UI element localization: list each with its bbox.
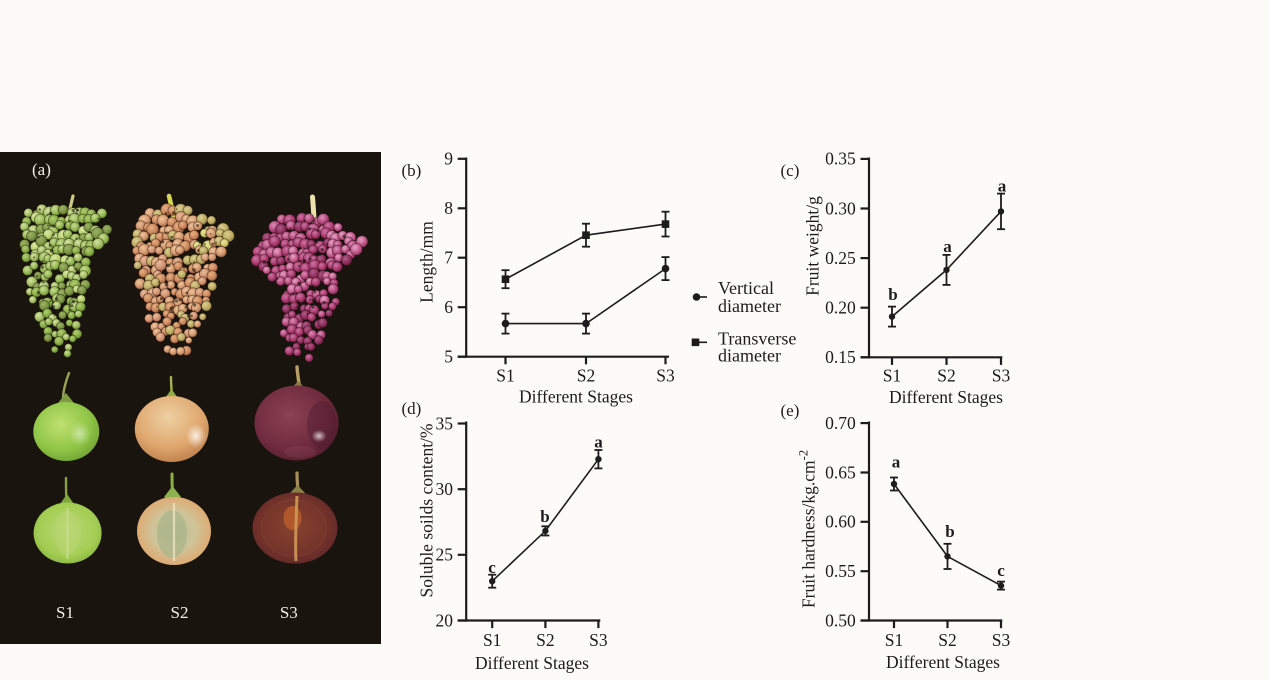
svg-text:20: 20 xyxy=(436,610,454,630)
svg-text:(a): (a) xyxy=(32,160,51,179)
svg-text:5: 5 xyxy=(444,347,453,367)
svg-text:S2: S2 xyxy=(577,366,595,386)
svg-text:Soluble soilds content/%: Soluble soilds content/% xyxy=(417,423,437,597)
svg-text:diameter: diameter xyxy=(718,296,781,316)
svg-text:S1: S1 xyxy=(883,366,901,386)
svg-text:Fruit weight/g: Fruit weight/g xyxy=(802,196,822,296)
svg-text:0.70: 0.70 xyxy=(825,413,856,433)
svg-text:Vertical: Vertical xyxy=(718,278,774,298)
svg-text:0.25: 0.25 xyxy=(825,248,856,268)
svg-text:0.50: 0.50 xyxy=(825,610,856,630)
svg-text:Different Stages: Different Stages xyxy=(889,387,1003,407)
svg-text:S3: S3 xyxy=(992,630,1011,650)
svg-text:S2: S2 xyxy=(171,603,189,622)
svg-text:S1: S1 xyxy=(56,603,74,622)
svg-text:0.15: 0.15 xyxy=(825,347,856,367)
svg-text:0.65: 0.65 xyxy=(825,462,856,482)
svg-text:diameter: diameter xyxy=(718,346,781,366)
svg-text:9: 9 xyxy=(444,149,453,169)
svg-text:6: 6 xyxy=(444,297,453,317)
svg-text:(d): (d) xyxy=(402,399,422,418)
svg-text:0.60: 0.60 xyxy=(825,512,856,532)
svg-text:Transverse: Transverse xyxy=(718,329,796,349)
svg-text:S2: S2 xyxy=(937,366,955,386)
svg-text:30: 30 xyxy=(436,479,454,499)
svg-text:Different Stages: Different Stages xyxy=(519,387,633,407)
svg-text:S3: S3 xyxy=(280,603,298,622)
svg-text:S1: S1 xyxy=(885,630,903,650)
svg-text:S3: S3 xyxy=(992,366,1011,386)
svg-text:a: a xyxy=(943,237,952,256)
svg-text:Fruit hardness/kg.cm-2: Fruit hardness/kg.cm-2 xyxy=(797,450,819,608)
svg-text:7: 7 xyxy=(444,248,453,268)
svg-text:Different Stages: Different Stages xyxy=(886,652,1000,672)
svg-text:S3: S3 xyxy=(656,366,675,386)
svg-text:S2: S2 xyxy=(938,630,956,650)
svg-text:S2: S2 xyxy=(536,630,554,650)
svg-text:b: b xyxy=(888,285,897,304)
svg-text:0.35: 0.35 xyxy=(825,149,856,169)
svg-text:35: 35 xyxy=(436,413,454,433)
svg-text:8: 8 xyxy=(444,198,453,218)
svg-text:a: a xyxy=(594,433,603,452)
svg-text:S1: S1 xyxy=(496,366,514,386)
svg-text:S3: S3 xyxy=(589,630,608,650)
svg-text:(e): (e) xyxy=(781,401,800,420)
svg-text:0.20: 0.20 xyxy=(825,298,856,318)
svg-text:b: b xyxy=(540,507,549,526)
svg-text:b: b xyxy=(945,522,954,541)
svg-text:25: 25 xyxy=(436,545,454,565)
svg-text:Length/mm: Length/mm xyxy=(417,221,437,303)
svg-text:Different Stages: Different Stages xyxy=(475,653,589,673)
svg-text:c: c xyxy=(997,561,1005,580)
svg-text:(b): (b) xyxy=(402,161,422,180)
svg-text:a: a xyxy=(892,453,901,472)
svg-text:a: a xyxy=(998,177,1007,196)
svg-text:(c): (c) xyxy=(781,161,800,180)
svg-text:c: c xyxy=(488,558,496,577)
svg-text:0.30: 0.30 xyxy=(825,198,856,218)
svg-text:S1: S1 xyxy=(483,630,501,650)
svg-text:0.55: 0.55 xyxy=(825,561,856,581)
